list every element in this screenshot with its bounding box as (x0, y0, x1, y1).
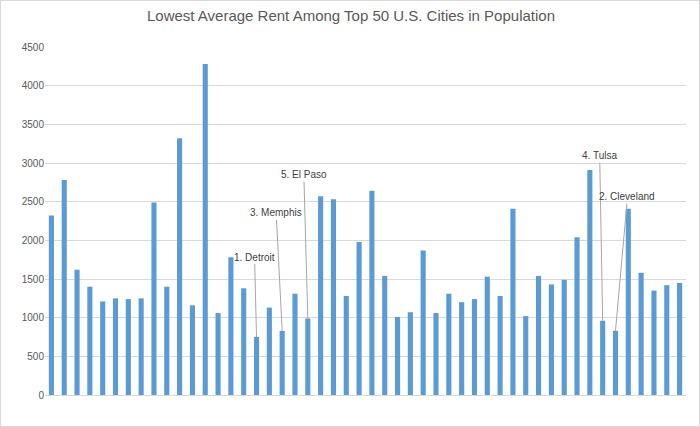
svg-text:4. Tulsa: 4. Tulsa (582, 150, 617, 161)
svg-text:Lowest Average Rent Among Top: Lowest Average Rent Among Top 50 U.S. Ci… (147, 7, 555, 24)
svg-text:1500: 1500 (22, 274, 45, 285)
svg-text:4500: 4500 (22, 42, 45, 53)
svg-text:3. Memphis: 3. Memphis (250, 207, 302, 218)
svg-text:2500: 2500 (22, 196, 45, 207)
svg-text:5. El Paso: 5. El Paso (281, 169, 327, 180)
svg-text:1. Detroit: 1. Detroit (234, 252, 275, 263)
svg-text:1000: 1000 (22, 312, 45, 323)
svg-text:0: 0 (38, 390, 44, 401)
svg-text:2. Cleveland: 2. Cleveland (599, 191, 655, 202)
svg-text:3000: 3000 (22, 158, 45, 169)
svg-text:4000: 4000 (22, 80, 45, 91)
svg-text:2000: 2000 (22, 235, 45, 246)
svg-text:3500: 3500 (22, 119, 45, 130)
svg-text:500: 500 (27, 351, 44, 362)
